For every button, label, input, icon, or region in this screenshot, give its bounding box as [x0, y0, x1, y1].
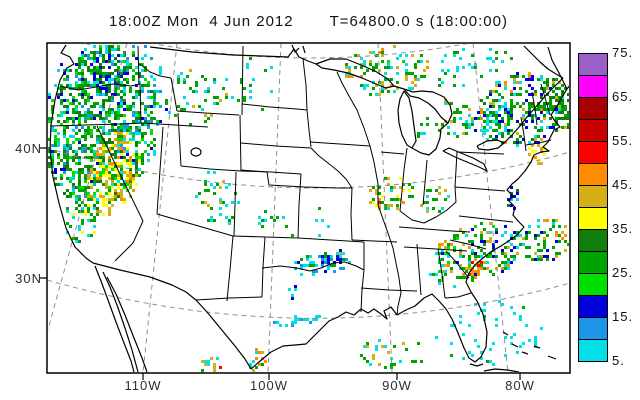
colorbar-cell-12	[578, 317, 608, 340]
plot-title-forecast: T=64800.0 s (18:00:00)	[329, 13, 508, 30]
colorbar	[578, 53, 608, 362]
colorbar-cell-8	[578, 229, 608, 252]
colorbar-tick-label: 15.	[612, 309, 634, 324]
colorbar-cell-1	[578, 75, 608, 98]
colorbar-cell-5	[578, 163, 608, 186]
colorbar-tick-label: 25.	[612, 265, 634, 280]
colorbar-tick-label: 75.	[612, 45, 634, 60]
colorbar-cell-6	[578, 185, 608, 208]
lon-label-80w: 80W	[505, 378, 535, 393]
colorbar-cell-7	[578, 207, 608, 230]
colorbar-cell-11	[578, 295, 608, 318]
graticule-lines	[48, 44, 569, 372]
plot-title-timestamp: 18:00Z Mon 4 Jun 2012	[109, 13, 294, 30]
lon-label-90w: 90W	[382, 378, 412, 393]
colorbar-cell-2	[578, 97, 608, 120]
plot-title: 18:00Z Mon 4 Jun 2012 T=64800.0 s (18:00…	[47, 13, 570, 30]
lat-label-40n: 40N	[15, 141, 42, 156]
map-frame	[40, 42, 571, 380]
lat-label-30n: 30N	[15, 271, 42, 286]
lon-label-100w: 100W	[250, 378, 288, 393]
colorbar-tick-label: 55.	[612, 133, 634, 148]
lon-label-110w: 110W	[124, 378, 162, 393]
colorbar-cell-10	[578, 273, 608, 296]
colorbar-cell-9	[578, 251, 608, 274]
colorbar-cell-4	[578, 141, 608, 164]
state-border-paths	[50, 45, 552, 316]
colorbar-tick-label: 5.	[612, 353, 625, 368]
colorbar-cell-3	[578, 119, 608, 142]
colorbar-tick-label: 65.	[612, 89, 634, 104]
colorbar-cell-13	[578, 339, 608, 362]
colorbar-cell-0	[578, 53, 608, 76]
precipitation-layer	[48, 44, 569, 372]
colorbar-tick-label: 45.	[612, 177, 634, 192]
coastline-paths	[49, 44, 569, 372]
colorbar-tick-label: 35.	[612, 221, 634, 236]
